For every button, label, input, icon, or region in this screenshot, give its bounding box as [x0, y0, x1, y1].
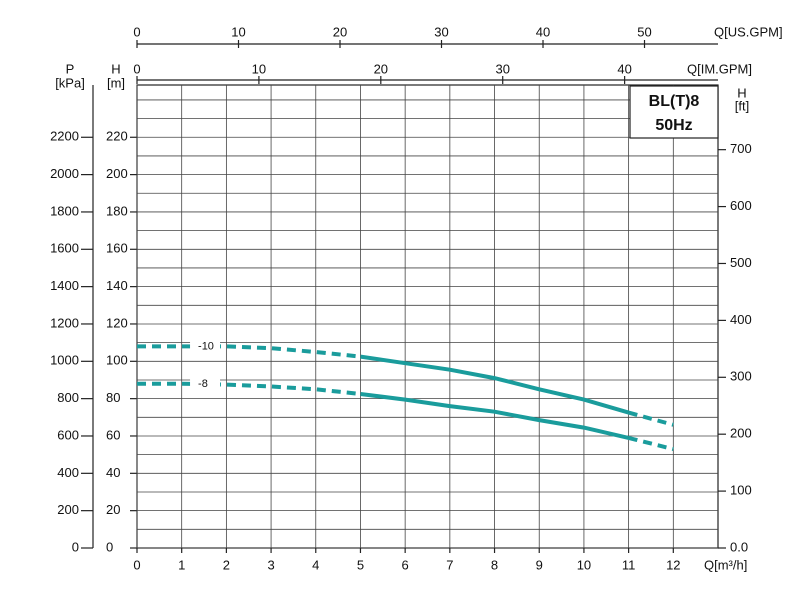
x-tick-label: 0 — [133, 557, 140, 572]
x-axis-label: Q[m³/h] — [704, 557, 747, 572]
im-gpm-tick-label: 0 — [133, 61, 140, 76]
pump-curve — [360, 354, 630, 415]
feet-tick-label: 0.0 — [730, 539, 748, 554]
feet-axis-unit: [ft] — [735, 98, 749, 113]
title-box — [629, 85, 719, 139]
im-gpm-tick-label: 30 — [495, 61, 509, 76]
us-gpm-tick-label: 50 — [637, 24, 651, 39]
pressure-tick-label: 400 — [57, 465, 79, 480]
feet-tick-label: 300 — [730, 369, 752, 384]
chart-title: BL(T)8 — [649, 93, 700, 110]
y-tick-label: 200 — [106, 166, 128, 181]
pressure-tick-label: 2000 — [50, 166, 79, 181]
us-gpm-tick-label: 0 — [133, 24, 140, 39]
x-tick-label: 11 — [622, 557, 636, 572]
pressure-tick-label: 0 — [72, 539, 79, 554]
feet-tick-label: 400 — [730, 312, 752, 327]
y-axis-label: H — [111, 61, 120, 76]
im-gpm-tick-label: 10 — [252, 61, 266, 76]
pump-curve — [137, 344, 361, 359]
x-tick-label: 8 — [491, 557, 498, 572]
x-tick-label: 2 — [223, 557, 230, 572]
pressure-tick-label: 1200 — [50, 315, 79, 330]
pressure-axis-label: P — [66, 61, 75, 76]
y-tick-label: 40 — [106, 465, 120, 480]
us-gpm-tick-label: 10 — [231, 24, 245, 39]
im-gpm-axis-label: Q[IM.GPM] — [687, 61, 752, 76]
chart-subtitle: 50Hz — [655, 117, 692, 134]
im-gpm-tick-label: 40 — [617, 61, 631, 76]
pressure-tick-label: 1600 — [50, 241, 79, 256]
plot-frame — [136, 84, 719, 549]
y-tick-label: 80 — [106, 390, 120, 405]
feet-tick-label: 500 — [730, 255, 752, 270]
x-tick-label: 5 — [357, 557, 364, 572]
curve-label: -10 — [198, 340, 214, 352]
curve-label: -8 — [198, 378, 208, 390]
y-tick-label: 180 — [106, 203, 128, 218]
pressure-tick-label: 1400 — [50, 278, 79, 293]
im-gpm-tick-label: 20 — [374, 61, 388, 76]
y-tick-label: 120 — [106, 315, 128, 330]
pressure-axis-unit: [kPa] — [55, 75, 85, 90]
y-axis-unit: [m] — [107, 75, 125, 90]
y-tick-label: 220 — [106, 129, 128, 144]
x-tick-label: 9 — [536, 557, 543, 572]
x-tick-label: 4 — [312, 557, 319, 572]
us-gpm-tick-label: 20 — [333, 24, 347, 39]
curve-label-bg — [190, 376, 221, 393]
x-tick-label: 1 — [178, 557, 185, 572]
y-tick-label: 100 — [106, 353, 128, 368]
feet-tick-label: 200 — [730, 426, 752, 441]
y-tick-label: 20 — [106, 502, 120, 517]
pressure-tick-label: 2200 — [50, 129, 79, 144]
pump-curve — [628, 435, 674, 452]
y-tick-label: 140 — [106, 278, 128, 293]
x-tick-label: 6 — [402, 557, 409, 572]
pump-curve — [360, 392, 630, 440]
y-tick-label: 160 — [106, 241, 128, 256]
feet-tick-label: 600 — [730, 198, 752, 213]
feet-axis-label: H — [737, 85, 746, 100]
feet-tick-label: 700 — [730, 141, 752, 156]
x-tick-label: 10 — [577, 557, 591, 572]
pressure-tick-label: 200 — [57, 502, 79, 517]
us-gpm-tick-label: 30 — [434, 24, 448, 39]
x-tick-label: 3 — [267, 557, 274, 572]
pressure-tick-label: 800 — [57, 390, 79, 405]
feet-tick-label: 100 — [730, 483, 752, 498]
x-tick-label: 12 — [666, 557, 680, 572]
pump-curve — [628, 410, 674, 427]
y-tick-label: 60 — [106, 427, 120, 442]
x-tick-label: 7 — [446, 557, 453, 572]
us-gpm-axis-label: Q[US.GPM] — [714, 24, 783, 39]
pressure-tick-label: 1000 — [50, 353, 79, 368]
y-tick-label: 0 — [106, 539, 113, 554]
pump-curve — [137, 381, 361, 396]
us-gpm-tick-label: 40 — [536, 24, 550, 39]
pressure-tick-label: 600 — [57, 427, 79, 442]
curve-label-bg — [190, 338, 221, 355]
pressure-tick-label: 1800 — [50, 203, 79, 218]
